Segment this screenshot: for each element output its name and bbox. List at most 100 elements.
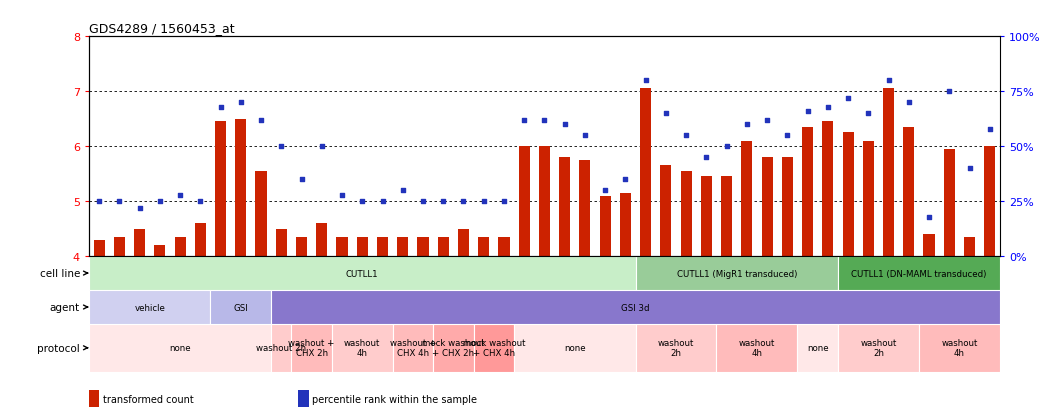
Point	[556, 121, 573, 128]
Point	[638, 78, 654, 84]
Bar	[600, 196, 610, 256]
Bar	[681, 171, 692, 256]
Bar	[316, 223, 328, 256]
Text: washout
4h: washout 4h	[739, 339, 775, 357]
Point	[395, 188, 411, 194]
Point	[961, 166, 978, 172]
Point	[293, 176, 310, 183]
Bar	[418, 237, 428, 256]
Bar	[393, 324, 433, 372]
Bar	[473, 324, 514, 372]
Bar	[332, 324, 393, 372]
Text: washout
2h: washout 2h	[861, 339, 896, 357]
Point	[192, 198, 208, 205]
Text: none: none	[807, 344, 828, 352]
Point	[840, 95, 856, 102]
Bar	[904, 128, 914, 256]
Bar	[433, 324, 473, 372]
Point	[131, 205, 148, 211]
Text: GSI 3d: GSI 3d	[621, 303, 650, 312]
Point	[455, 198, 472, 205]
Bar	[514, 324, 636, 372]
Text: washout +
CHX 2h: washout + CHX 2h	[289, 339, 335, 357]
Bar	[175, 237, 185, 256]
Bar	[984, 147, 996, 256]
Bar	[716, 324, 798, 372]
Bar	[640, 89, 651, 256]
Text: washout
4h: washout 4h	[941, 339, 978, 357]
Text: none: none	[170, 344, 191, 352]
Text: washout 2h: washout 2h	[257, 344, 307, 352]
Point	[860, 111, 876, 117]
Bar	[863, 141, 874, 256]
Text: GSI: GSI	[233, 303, 248, 312]
Text: washout
2h: washout 2h	[658, 339, 694, 357]
Point	[759, 117, 776, 124]
Point	[475, 198, 492, 205]
Bar	[741, 141, 753, 256]
Point	[334, 192, 351, 198]
Point	[374, 198, 391, 205]
Bar	[438, 237, 449, 256]
Bar	[636, 256, 838, 290]
Text: mock washout
+ CHX 2h: mock washout + CHX 2h	[422, 339, 485, 357]
Bar	[275, 229, 287, 256]
Bar	[271, 324, 291, 372]
Bar	[661, 166, 671, 256]
Point	[516, 117, 533, 124]
Point	[495, 198, 512, 205]
Bar	[802, 128, 814, 256]
Bar	[478, 237, 489, 256]
Point	[698, 154, 715, 161]
Bar	[498, 237, 510, 256]
Bar	[458, 229, 469, 256]
Bar	[838, 256, 1000, 290]
Point	[252, 117, 269, 124]
Text: CUTLL1: CUTLL1	[346, 269, 379, 278]
Bar	[761, 158, 773, 256]
Point	[213, 104, 229, 111]
Bar	[636, 324, 716, 372]
Point	[435, 198, 451, 205]
Point	[617, 176, 633, 183]
Point	[313, 143, 330, 150]
Bar	[357, 237, 367, 256]
Bar	[236, 119, 246, 256]
Text: percentile rank within the sample: percentile rank within the sample	[312, 394, 477, 404]
Point	[677, 133, 694, 139]
Bar	[539, 147, 550, 256]
Point	[799, 109, 816, 115]
Point	[820, 104, 837, 111]
Text: cell line: cell line	[40, 268, 80, 278]
Bar	[923, 235, 935, 256]
Point	[232, 100, 249, 106]
Text: CUTLL1 (DN-MAML transduced): CUTLL1 (DN-MAML transduced)	[851, 269, 986, 278]
Text: mock washout
+ CHX 4h: mock washout + CHX 4h	[463, 339, 526, 357]
Text: CUTLL1 (MigR1 transduced): CUTLL1 (MigR1 transduced)	[676, 269, 797, 278]
Point	[172, 192, 188, 198]
Bar	[838, 324, 919, 372]
Point	[779, 133, 796, 139]
Bar	[964, 237, 975, 256]
Bar	[195, 223, 206, 256]
Bar	[397, 237, 408, 256]
Bar	[291, 324, 332, 372]
Point	[152, 198, 169, 205]
Bar	[883, 89, 894, 256]
Point	[111, 198, 128, 205]
Point	[900, 100, 917, 106]
Bar	[518, 147, 530, 256]
Bar	[620, 193, 631, 256]
Bar	[154, 245, 165, 256]
Point	[941, 89, 958, 95]
Point	[597, 188, 614, 194]
Bar	[89, 256, 636, 290]
Point	[91, 198, 108, 205]
Text: washout +
CHX 4h: washout + CHX 4h	[389, 339, 436, 357]
Point	[577, 133, 594, 139]
Point	[354, 198, 371, 205]
Bar	[377, 237, 388, 256]
Bar	[919, 324, 1000, 372]
Bar	[210, 290, 271, 324]
Bar	[943, 150, 955, 256]
